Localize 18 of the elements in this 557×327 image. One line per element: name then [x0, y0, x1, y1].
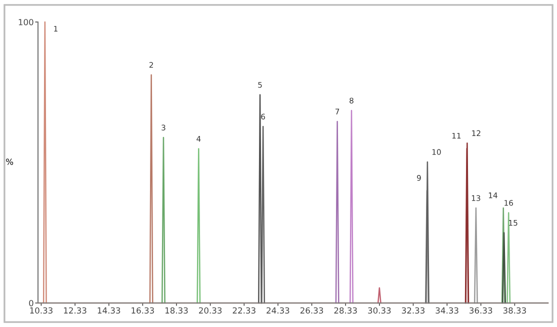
x-tick-label: 16.33 [132, 307, 154, 314]
x-tick-label: 10.33 [30, 307, 52, 314]
x-tick-label: 26.33 [300, 307, 324, 314]
x-tick-label: 18.33 [165, 307, 188, 314]
x-tick-label: 14.33 [98, 307, 120, 314]
x-tick-label: 34.33 [436, 307, 458, 314]
x-tick-label: 22.33 [232, 307, 256, 314]
x-tick-label: 32.33 [402, 307, 424, 314]
x-tick-label: 38.33 [503, 307, 526, 314]
x-tick-label: 24.33 [266, 307, 290, 314]
x-tick-label: 12.33 [64, 307, 86, 314]
y-axis-title: % [6, 158, 14, 165]
x-tick-label: 28.33 [334, 307, 357, 314]
y-tick-label: 100 [18, 18, 34, 26]
y-tick-label: 0 [29, 300, 34, 306]
x-tick-label: 36.33 [470, 307, 492, 314]
x-tick-label: 20.33 [198, 307, 222, 314]
x-tick-label: 30.33 [368, 307, 391, 314]
